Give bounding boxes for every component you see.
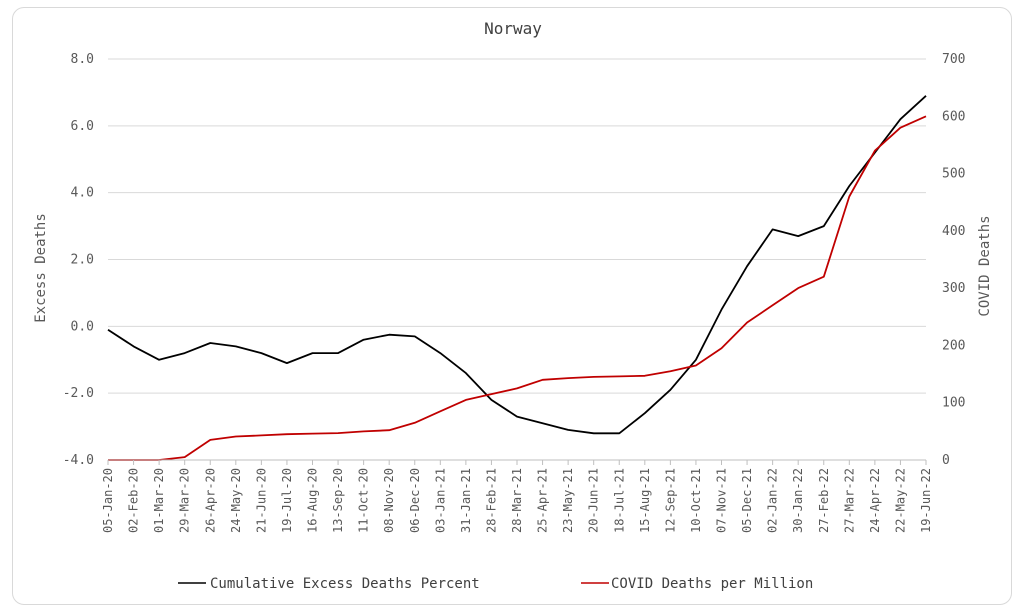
x-tick-label: 15-Aug-21	[638, 468, 652, 533]
y-right-tick-label: 300	[942, 281, 965, 296]
gridlines	[108, 58, 926, 394]
x-tick-label: 31-Jan-21	[459, 468, 473, 533]
y-right-tick-label: 700	[942, 52, 965, 67]
x-tick-label: 23-May-21	[561, 468, 575, 533]
x-tick-label: 30-Jan-22	[791, 468, 805, 533]
x-tick-label: 19-Jun-22	[919, 468, 933, 533]
y-right-tick-label: 600	[942, 109, 965, 124]
x-tick-label: 03-Jan-21	[433, 468, 447, 533]
y-left-tick-label: 8.0	[71, 52, 94, 67]
x-tick-label: 07-Nov-21	[715, 468, 729, 533]
x-tick-label: 06-Dec-20	[408, 468, 422, 533]
x-tick-label: 22-May-22	[893, 468, 907, 533]
legend-label-covid: COVID Deaths per Million	[611, 576, 813, 592]
y-left-tick-label: -2.0	[63, 386, 94, 401]
x-tick-label: 11-Oct-20	[357, 468, 371, 533]
y-right-tick-label: 0	[942, 453, 950, 468]
y-right-tick-label: 500	[942, 167, 965, 182]
line-chart: 8.0 6.0 4.0 2.0 0.0 -2.0 -4.0 700 600 500 400 300 20…	[33, 19, 993, 592]
x-tick-label: 28-Mar-21	[510, 468, 524, 533]
x-tick-label: 13-Sep-20	[331, 468, 345, 533]
chart-frame: 8.0 6.0 4.0 2.0 0.0 -2.0 -4.0 700 600 500 400 300 20…	[12, 7, 1012, 605]
legend: Cumulative Excess Deaths Percent COVID D…	[178, 576, 813, 592]
x-tick-label: 02-Jan-22	[766, 468, 780, 533]
y-axis-left-title: Excess Deaths	[33, 213, 49, 323]
x-tick-label: 27-Feb-22	[817, 468, 831, 533]
chart-title: Norway	[484, 19, 542, 38]
x-tick-label: 10-Oct-21	[689, 468, 703, 533]
x-tick-label: 19-Jul-20	[280, 468, 294, 533]
y-axis-right-title: COVID Deaths	[977, 215, 993, 316]
x-tick-label: 05-Jan-20	[101, 468, 115, 533]
x-tick-label: 24-Apr-22	[868, 468, 882, 533]
x-tick-label: 18-Jul-21	[612, 468, 626, 533]
x-tick-label: 12-Sep-21	[663, 468, 677, 533]
x-tick-label: 26-Apr-20	[203, 468, 217, 533]
series-layer	[107, 95, 927, 461]
legend-label-excess: Cumulative Excess Deaths Percent	[210, 576, 480, 592]
x-tick-label: 21-Jun-20	[254, 468, 268, 533]
x-tick-label: 05-Dec-21	[740, 468, 754, 533]
y-left-tick-label: 0.0	[71, 319, 94, 334]
x-tick-label: 24-May-20	[229, 468, 243, 533]
series-line-covid-deaths	[108, 115, 927, 461]
x-tick-label: 25-Apr-21	[536, 468, 550, 533]
y-right-tick-label: 100	[942, 396, 965, 411]
y-left-tick-label: 6.0	[71, 119, 94, 134]
x-tick-label: 27-Mar-22	[842, 468, 856, 533]
y-left-tick-label: 4.0	[71, 186, 94, 201]
x-tick-label: 29-Mar-20	[178, 468, 192, 533]
y-right-tick-label: 400	[942, 224, 965, 239]
axes: 8.0 6.0 4.0 2.0 0.0 -2.0 -4.0 700 600 500 400 300 20…	[63, 52, 966, 533]
y-left-tick-label: -4.0	[63, 453, 94, 468]
x-tick-label: 28-Feb-21	[484, 468, 498, 533]
x-tick-label: 16-Aug-20	[306, 468, 320, 533]
x-tick-label: 01-Mar-20	[152, 468, 166, 533]
series-line-excess-deaths	[107, 95, 927, 435]
x-tick-label: 02-Feb-20	[127, 468, 141, 533]
y-right-tick-label: 200	[942, 338, 965, 353]
x-tick-label: 20-Jun-21	[587, 468, 601, 533]
y-left-tick-label: 2.0	[71, 253, 94, 268]
x-tick-label: 08-Nov-20	[382, 468, 396, 533]
